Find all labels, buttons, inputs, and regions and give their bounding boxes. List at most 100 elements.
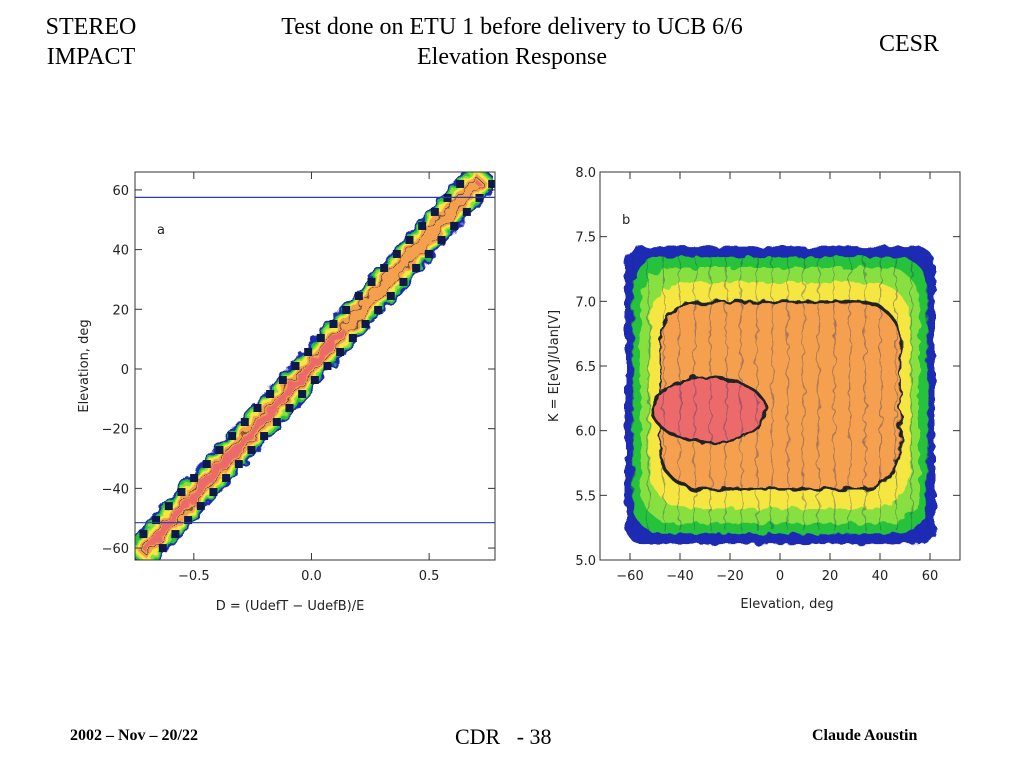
chart-b-peak-region xyxy=(654,378,764,441)
chart-a-step-right xyxy=(348,333,357,342)
chart-a-step-left xyxy=(456,179,465,188)
chart-a-step-right xyxy=(184,516,193,525)
chart-b-y-axis-label: K = E[eV]/Uan[V] xyxy=(547,310,562,422)
chart-b-xtick-label: 20 xyxy=(822,569,839,584)
chart-b-xtick-label: −20 xyxy=(716,569,743,584)
chart-b-ytick-label: 5.5 xyxy=(575,489,596,504)
chart-a-step-right xyxy=(412,263,421,272)
chart-a-step-left xyxy=(392,249,401,258)
chart-a-step-right xyxy=(386,291,395,300)
chart-a-step-left xyxy=(329,319,338,328)
chart-a-step-right xyxy=(374,305,383,314)
chart-a-step-right xyxy=(171,530,180,539)
chart-a-step-left xyxy=(380,263,389,272)
chart-a-step-left xyxy=(240,418,249,427)
chart-a-step-left xyxy=(266,390,275,399)
chart-b-xtick-label: 0 xyxy=(776,569,784,584)
chart-a-frame xyxy=(134,171,496,561)
chart-b-xtick-label: 60 xyxy=(922,569,939,584)
chart-a-step-right xyxy=(450,221,459,230)
chart-a-step-left xyxy=(316,333,325,342)
chart-a-step-right xyxy=(196,502,205,511)
chart-a-y-axis-label: Elevation, deg xyxy=(77,319,92,412)
chart-a-xtick-label: −0.5 xyxy=(178,569,210,584)
chart-a-step-left xyxy=(177,488,186,497)
slide-title-line1: Test done on ETU 1 before delivery to UC… xyxy=(281,14,743,40)
chart-a-step-right xyxy=(234,460,243,469)
chart-a-step-right xyxy=(336,347,345,356)
chart-a-step-left xyxy=(278,376,287,385)
chart-a-step-right xyxy=(285,404,294,413)
chart-a-step-left xyxy=(190,474,199,483)
chart-a-ytick-label: −20 xyxy=(102,423,129,438)
chart-a-step-right xyxy=(437,235,446,244)
chart-a-step-left xyxy=(202,460,211,469)
chart-b-ytick-label: 7.5 xyxy=(575,231,596,246)
chart-b-xtick-label: −40 xyxy=(666,569,693,584)
chart-a-step-left xyxy=(164,502,173,511)
chart-a-step-left xyxy=(253,404,262,413)
chart-a-step-right xyxy=(488,179,495,188)
header-right-cesr: CESR xyxy=(878,31,940,57)
chart-a-step-right xyxy=(272,418,281,427)
chart-a-step-right xyxy=(247,446,256,455)
chart-a-ytick-label: 20 xyxy=(112,303,129,318)
chart-a-contour-ridge xyxy=(135,172,495,560)
chart-a-xtick-label: 0.5 xyxy=(419,569,440,584)
chart-a-step-left xyxy=(304,347,313,356)
chart-a-step-right xyxy=(323,362,332,370)
chart-a-step-right xyxy=(209,488,218,497)
chart-b-ytick-label: 6.0 xyxy=(575,425,596,440)
chart-a-step-right xyxy=(260,432,269,441)
chart-a-step-right xyxy=(310,376,319,385)
chart-b-ytick-label: 5.0 xyxy=(575,554,596,569)
slide-title: Test done on ETU 1 before delivery to UC… xyxy=(220,12,804,72)
chart-a-step-right xyxy=(222,474,231,483)
chart-a-step-left xyxy=(228,432,237,441)
chart-a-step-left xyxy=(430,207,439,216)
chart-b-panel-label: b xyxy=(622,213,630,228)
chart-b-xtick-label: 40 xyxy=(872,569,889,584)
chart-a-ytick-label: −60 xyxy=(102,542,129,557)
chart-a-step-right xyxy=(158,544,167,553)
chart-a-step-left xyxy=(152,516,161,525)
header-stereo: STEREO xyxy=(45,14,137,40)
chart-a-plot-area xyxy=(135,172,495,560)
chart-a-panel-label: a xyxy=(157,223,165,238)
slide-title-line2: Elevation Response xyxy=(417,44,607,70)
chart-a-ytick-label: 60 xyxy=(112,184,129,199)
footer-page: CDR - 38 xyxy=(455,724,552,749)
chart-b-plot-area xyxy=(625,246,935,545)
chart-a-x-axis-label: D = (UdefT − UdefB)/E xyxy=(216,599,365,614)
chart-a-step-right xyxy=(298,390,307,399)
chart-a-step-right xyxy=(361,319,370,328)
footer-date: 2002 – Nov – 20/22 xyxy=(70,727,198,744)
chart-b-ytick-label: 6.5 xyxy=(575,360,596,375)
chart-a-step-left xyxy=(367,277,376,286)
header-left: STEREO IMPACT xyxy=(30,12,152,72)
chart-a-step-left xyxy=(139,530,148,539)
chart-a-step-left xyxy=(354,291,363,300)
chart-b-contours xyxy=(625,246,935,545)
chart-a-ytick-label: 0 xyxy=(121,363,129,378)
chart-a-core-upper xyxy=(341,181,480,333)
chart-b-ytick-label: 7.0 xyxy=(575,295,596,310)
chart-a-step-right xyxy=(424,249,433,258)
chart-b-x-axis-label: Elevation, deg xyxy=(740,597,833,612)
chart-a-ytick-label: −40 xyxy=(102,482,129,497)
header-impact: IMPACT xyxy=(46,44,136,70)
chart-b-xtick-label: −60 xyxy=(616,569,643,584)
footer-author: Claude Aoustin xyxy=(812,727,918,744)
chart-a-step-left xyxy=(291,362,300,370)
chart-b-ytick-label: 8.0 xyxy=(575,166,596,181)
chart-a-ytick-label: 40 xyxy=(112,244,129,259)
chart-a-step-left xyxy=(405,235,414,244)
chart-a-step-left xyxy=(418,221,427,230)
chart-a-step-right xyxy=(399,277,408,286)
chart-a-step-left xyxy=(342,305,351,314)
chart-a-elevation-vs-deflection: 60 40 20 0 −20 −40 −60 −0.5 0.0 0.5 a D = (UdefT − … xyxy=(77,171,496,614)
chart-b-k-vs-elevation: 8.0 7.5 7.0 6.5 6.0 5.5 5.0 −60 −40 −20 0 20 40 60 b El… xyxy=(547,166,961,612)
chart-a-step-left xyxy=(215,446,224,455)
chart-a-xtick-label: 0.0 xyxy=(301,569,322,584)
